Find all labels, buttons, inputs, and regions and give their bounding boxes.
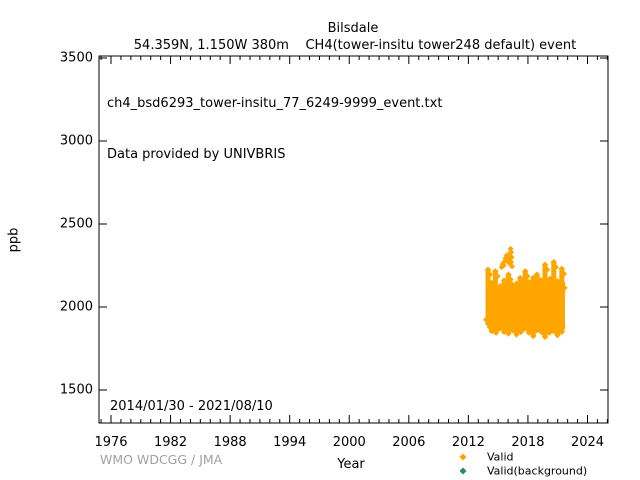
- data-point-diamond: [523, 325, 530, 332]
- date-range-label: 2014/01/30 - 2021/08/10: [110, 399, 273, 414]
- data-point-diamond: [533, 271, 541, 278]
- plot-frame: [98, 55, 609, 424]
- data-point-diamond: [554, 278, 561, 285]
- y-tick-label: 1500: [59, 382, 93, 398]
- y-tick-label: 2000: [59, 299, 93, 315]
- data-point-diamond: [500, 277, 508, 284]
- data-point-diamond: [507, 276, 514, 283]
- data-point-diamond: [500, 262, 507, 269]
- data-point-diamond: [494, 273, 501, 280]
- data-point-diamond: [508, 254, 515, 261]
- data-point-diamond: [525, 278, 533, 286]
- plot-border: [98, 55, 609, 424]
- x-tick-label: 2006: [392, 435, 426, 450]
- legend-label: Valid(background): [487, 464, 588, 478]
- legend-markers: [459, 453, 467, 475]
- data-point-diamond: [536, 324, 543, 331]
- data-point-diamond: [491, 325, 498, 332]
- data-point-diamond: [492, 286, 500, 293]
- data-point-diamond: [516, 274, 524, 282]
- data-point-diamond: [508, 259, 515, 266]
- x-tick-label: 2012: [451, 435, 485, 450]
- data-point-diamond: [484, 266, 492, 273]
- data-point-diamond: [509, 288, 517, 296]
- data-point-diamond: [532, 319, 539, 326]
- data-point-diamond: [507, 323, 514, 330]
- data-provider: Data provided by UNIVBRIS: [107, 147, 286, 162]
- x-tick-label: 2018: [511, 435, 545, 450]
- data-point-diamond: [550, 258, 557, 266]
- data-point-diamond: [522, 322, 529, 329]
- data-point-diamond: [515, 324, 522, 331]
- x-tick-label: 1976: [94, 435, 128, 450]
- data-point-diamond: [505, 271, 512, 278]
- y-tick-label: 2500: [59, 216, 93, 232]
- dataset-filename: ch4_bsd6293_tower-insitu_77_6249-9999_ev…: [107, 96, 443, 111]
- x-tick-label: 1982: [154, 435, 188, 450]
- data-point-diamond: [492, 268, 499, 275]
- data-point-diamond: [511, 327, 518, 334]
- data-point-diamond: [553, 321, 560, 328]
- data-point-diamond: [554, 332, 561, 339]
- wdcgg-credit: WMO WDCGG / JMA: [100, 452, 223, 467]
- data-point-diamond: [495, 317, 502, 324]
- data-point-diamond: [545, 319, 552, 326]
- chart-subtitle: 54.359N, 1.150W 380m CH4(tower-insitu to…: [133, 38, 577, 53]
- data-point-diamond: [459, 453, 467, 461]
- data-point-diamond: [548, 324, 555, 331]
- axis-ticks: [99, 56, 608, 423]
- legend-label: Valid: [487, 450, 514, 464]
- data-point-diamond: [552, 264, 559, 271]
- x-axis-title: Year: [337, 457, 365, 472]
- data-point-diamond: [560, 270, 567, 277]
- y-tick-label: 3000: [59, 133, 93, 149]
- data-point-diamond: [522, 268, 529, 275]
- x-tick-label: 1988: [213, 435, 247, 450]
- data-point-diamond: [509, 263, 516, 270]
- data-point-diamond: [542, 278, 549, 286]
- data-point-diamond: [483, 316, 490, 323]
- data-point-diamond: [544, 266, 551, 273]
- data-point-diamond: [517, 328, 525, 336]
- y-axis-title: ppb: [6, 227, 22, 253]
- data-point-diamond: [520, 318, 527, 325]
- data-point-diamond: [525, 329, 533, 336]
- data-point-diamond: [508, 249, 515, 256]
- valid-data-cluster: [483, 245, 568, 341]
- data-point-diamond: [540, 322, 547, 329]
- data-point-diamond: [561, 284, 568, 291]
- data-point-diamond: [546, 275, 554, 282]
- chart-title: Bilsdale: [327, 21, 379, 36]
- x-tick-label: 2000: [332, 435, 366, 450]
- data-point-diamond: [530, 332, 537, 340]
- data-point-diamond: [508, 281, 516, 288]
- in-plot-annotation: ch4_bsd6293_tower-insitu_77_6249-9999_ev…: [107, 61, 442, 197]
- x-tick-label: 2024: [570, 435, 605, 450]
- data-point-diamond: [528, 329, 535, 336]
- data-point-diamond: [459, 467, 467, 475]
- data-point-diamond: [558, 265, 565, 273]
- y-tick-label: 3500: [59, 50, 93, 66]
- x-tick-label: 1994: [273, 435, 307, 450]
- data-point-diamond: [524, 273, 531, 280]
- data-point-diamond: [499, 324, 506, 331]
- data-point-diamond: [503, 326, 510, 333]
- data-point-diamond: [557, 320, 564, 327]
- data-point-diamond: [541, 261, 549, 268]
- data-point-diamond: [507, 245, 514, 252]
- data-point-diamond: [486, 324, 493, 331]
- data-point-diamond: [487, 271, 494, 278]
- data-point-diamond: [559, 279, 566, 287]
- data-point-diamond: [507, 319, 514, 326]
